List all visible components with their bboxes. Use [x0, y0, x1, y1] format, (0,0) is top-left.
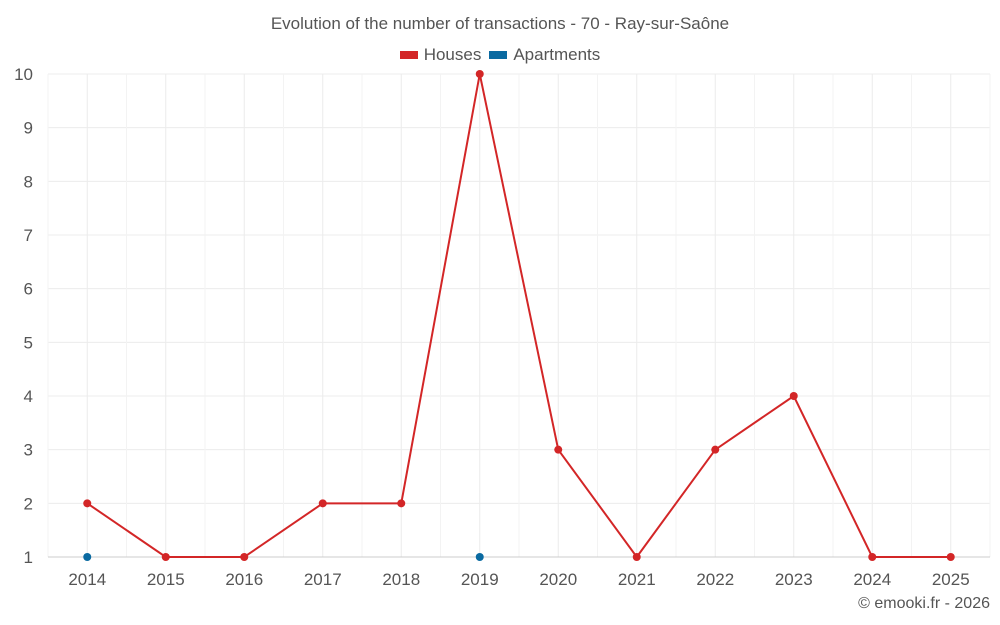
y-tick-label: 9: [24, 119, 33, 138]
legend-item-apartments[interactable]: Apartments: [489, 45, 600, 65]
x-tick-label: 2016: [225, 570, 263, 589]
y-tick-label: 1: [24, 548, 33, 567]
x-tick-label: 2022: [696, 570, 734, 589]
data-point-houses: [397, 499, 406, 508]
y-tick-label: 3: [24, 441, 33, 460]
data-point-houses: [318, 499, 327, 508]
x-tick-label: 2024: [853, 570, 891, 589]
data-point-houses: [632, 553, 641, 561]
y-tick-label: 7: [24, 226, 33, 245]
y-tick-label: 2: [24, 494, 33, 513]
data-point-houses: [161, 553, 170, 561]
data-point-houses: [83, 499, 92, 508]
data-point-houses: [868, 553, 877, 561]
data-point-houses: [475, 70, 484, 78]
chart-title: Evolution of the number of transactions …: [270, 14, 730, 33]
x-tick-label: 2015: [147, 570, 185, 589]
legend-label-houses: Houses: [423, 45, 482, 64]
x-tick-label: 2023: [775, 570, 813, 589]
y-tick-label: 8: [24, 172, 33, 191]
credit-text: © emooki.fr - 2026: [858, 595, 990, 612]
x-tick-label: 2019: [461, 570, 499, 589]
legend-label-apartments: Apartments: [513, 45, 601, 64]
data-point-houses: [240, 553, 249, 561]
legend-swatch-apartments: [489, 51, 508, 59]
y-tick-label: 10: [14, 65, 33, 84]
data-point-houses: [711, 445, 720, 454]
legend-swatch-houses: [399, 51, 418, 59]
y-tick-label: 4: [24, 387, 33, 406]
data-point-apartments: [475, 553, 484, 561]
x-tick-label: 2020: [539, 570, 577, 589]
x-tick-label: 2018: [382, 570, 420, 589]
series-line-houses: [86, 73, 951, 559]
y-tick-label: 5: [24, 333, 33, 352]
x-tick-label: 2017: [304, 570, 342, 589]
data-point-houses: [946, 553, 955, 561]
y-tick-label: 6: [24, 280, 33, 299]
legend-item-houses[interactable]: Houses: [399, 45, 482, 65]
data-point-apartments: [83, 553, 92, 561]
legend: Houses Apartments: [0, 45, 1000, 65]
data-point-houses: [554, 445, 563, 454]
x-tick-label: 2014: [68, 570, 106, 589]
x-tick-label: 2021: [618, 570, 656, 589]
data-point-houses: [789, 392, 798, 400]
x-tick-label: 2025: [932, 570, 970, 589]
